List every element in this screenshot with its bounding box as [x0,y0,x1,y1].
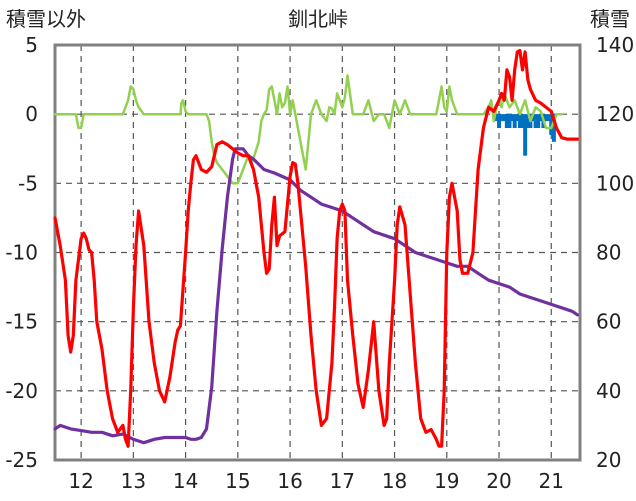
right-tick-label: 80 [596,241,621,265]
right-tick-label: 40 [596,379,621,403]
x-tick-label: 19 [434,469,459,493]
right-tick-label: 60 [596,310,621,334]
left-axis-title: 積雪以外 [6,7,86,31]
plot-frame [53,43,582,462]
x-tick-label: 17 [330,469,355,493]
left-tick-label: -10 [5,241,38,265]
left-tick-label: -5 [18,171,38,195]
x-tick-label: 15 [225,469,250,493]
x-tick-label: 16 [277,469,302,493]
x-tick-label: 14 [173,469,198,493]
right-axis-title: 積雪 [590,7,630,31]
series-precipitation [494,114,556,156]
series-wind [53,74,563,185]
x-tick-label: 20 [486,469,511,493]
right-tick-label: 120 [596,102,634,126]
left-tick-labels: 5 0 -5 -10 -15 -20 -25 [5,33,38,472]
left-tick-label: -25 [5,448,38,472]
left-tick-label: -15 [5,310,38,334]
series-temperature [53,48,580,448]
right-tick-label: 100 [596,171,634,195]
x-tick-label: 18 [382,469,407,493]
right-tick-label: 20 [596,448,621,472]
left-tick-label: 5 [25,33,38,57]
right-tick-label: 140 [596,33,634,57]
series-layer [53,48,580,448]
left-tick-label: 0 [25,102,38,126]
x-tick-label: 13 [121,469,146,493]
x-tick-label: 21 [539,469,564,493]
x-tick-labels: 12 13 14 15 16 17 18 19 20 21 [68,469,564,493]
right-tick-labels: 140 120 100 80 60 40 20 [596,33,634,472]
chart-title: 釧北峠 [288,7,348,31]
x-tick-label: 12 [68,469,93,493]
left-tick-label: -20 [5,379,38,403]
series-snow-depth [53,147,580,445]
